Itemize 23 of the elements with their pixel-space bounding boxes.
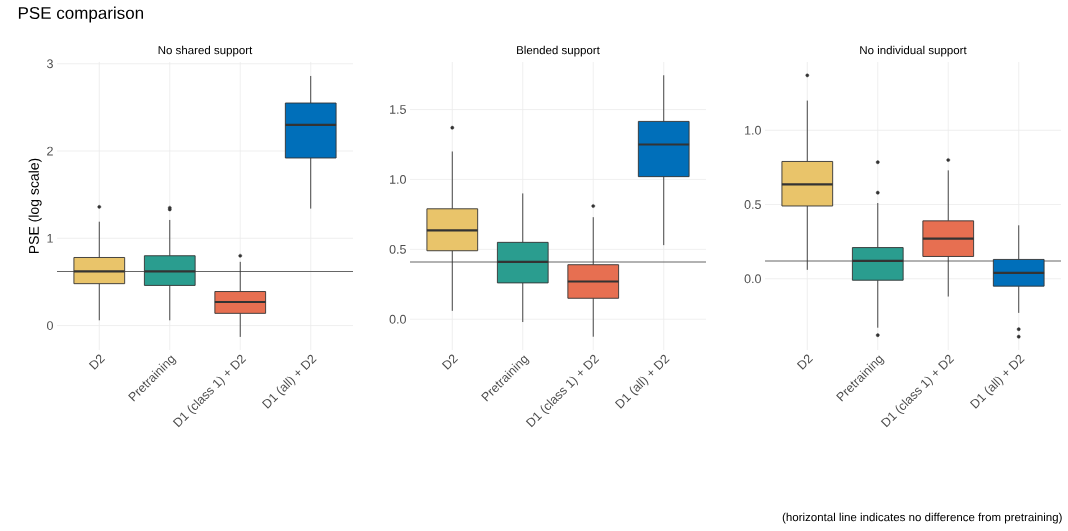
- y-tick-label: 3: [46, 59, 53, 69]
- x-tick-label: D1 (all) + D2: [614, 354, 670, 409]
- chart-title: PSE comparison: [18, 6, 144, 23]
- y-tick-label: 1.0: [390, 175, 406, 184]
- y-tick-label: 1.5: [390, 105, 406, 114]
- y-tick-label: 0.5: [744, 200, 761, 209]
- y-tick-label: 0.0: [744, 274, 761, 284]
- y-tick-label: 2: [47, 146, 53, 156]
- text: (horizontal line indicates no difference from pretraining): [782, 512, 1062, 524]
- x-tick-label: D2: [88, 354, 106, 370]
- x-tick-label: D2: [796, 354, 814, 370]
- chart-subtitle: No shared support: [158, 45, 253, 57]
- y-axis-title: PSE (log scale): [28, 158, 42, 254]
- y-tick-label: 1: [47, 234, 53, 243]
- y-tick-label: 1.0: [745, 125, 761, 135]
- chart-subtitle: No individual support: [860, 45, 967, 57]
- x-tick-label: D1 (all) + D2: [261, 354, 317, 409]
- y-tick-label: 0.0: [389, 314, 406, 324]
- y-tick-label: 0: [47, 321, 53, 330]
- chart-subtitle: Blended support: [517, 45, 600, 57]
- x-tick-label: D2: [441, 354, 459, 370]
- x-tick-label: D1 (all) + D2: [969, 354, 1025, 409]
- y-tick-label: 0.5: [389, 244, 406, 254]
